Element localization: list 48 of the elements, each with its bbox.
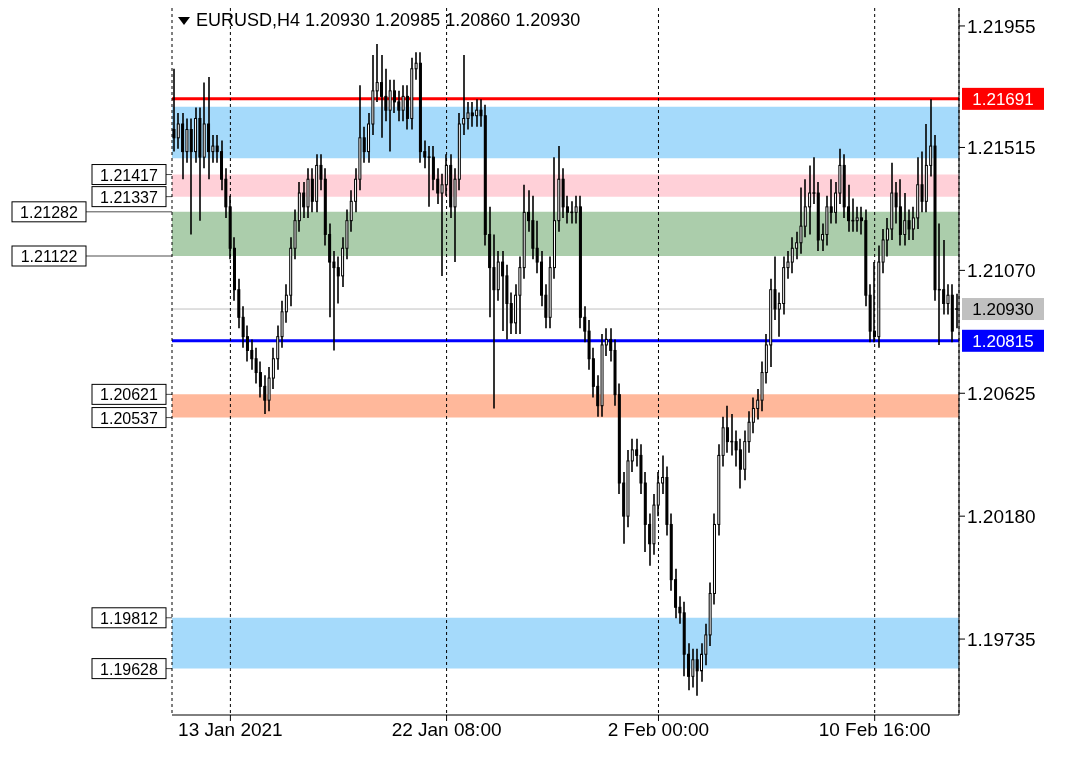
candlestick: [812, 156, 816, 205]
candlestick: [855, 206, 859, 233]
candlestick: [380, 54, 384, 139]
candlestick: [808, 164, 812, 236]
text: 1.19812 1.19628: [100, 609, 158, 678]
x-tick-label: 2 Feb 00:00: [607, 719, 710, 741]
x-tick-label: 22 Jan 08:00: [391, 719, 502, 741]
candlestick: [397, 90, 401, 123]
text: 1.21282 1.21122: [20, 203, 78, 265]
candlestick: [725, 404, 729, 454]
candlestick: [907, 208, 911, 241]
candlestick: [738, 438, 742, 490]
candlestick: [388, 79, 392, 153]
candlestick: [302, 181, 306, 219]
y-tick-label: 1.20180: [967, 505, 1036, 527]
candlestick: [310, 167, 314, 214]
ref-line-label: 1.20815: [972, 331, 1034, 351]
candlestick: [189, 117, 193, 236]
candlestick: [942, 239, 946, 316]
candlestick: [176, 112, 180, 150]
y-tick-label: 1.21070: [967, 260, 1036, 282]
y-tick-label: 1.20625: [967, 383, 1036, 404]
candlestick: [501, 250, 505, 332]
candlestick: [427, 145, 431, 208]
y-tick-label: 1.19735: [967, 628, 1036, 650]
band-label: 1.21417 1.21337: [100, 166, 159, 206]
ref-line-label: 1.20930: [972, 300, 1034, 320]
candlestick: [185, 117, 189, 164]
candlestick: [258, 360, 262, 399]
candlestick: [790, 236, 794, 274]
candlestick: [695, 647, 699, 697]
ref-line-label: 1.21691: [972, 89, 1034, 109]
candlestick: [803, 178, 807, 239]
chart-title: EURUSD,H4 1.20930 1.20985 1.20860 1.20930: [196, 10, 581, 31]
y-tick-label: 1.21955: [967, 15, 1036, 37]
candlestick: [470, 101, 474, 128]
candlestick: [263, 374, 267, 415]
candlestick: [392, 79, 396, 114]
candlestick: [903, 192, 907, 247]
y-tick-label: 1.21515: [967, 137, 1036, 159]
candlestick: [475, 98, 479, 128]
candlestick: [401, 84, 405, 123]
x-tick-label: 10 Feb 16:00: [818, 719, 931, 741]
candlestick: [431, 145, 435, 192]
x-tick-label: 13 Jan 2021: [178, 719, 283, 741]
band-label: 1.20621 1.20537: [100, 386, 159, 427]
candlestick: [250, 338, 254, 371]
candlestick: [795, 230, 799, 261]
